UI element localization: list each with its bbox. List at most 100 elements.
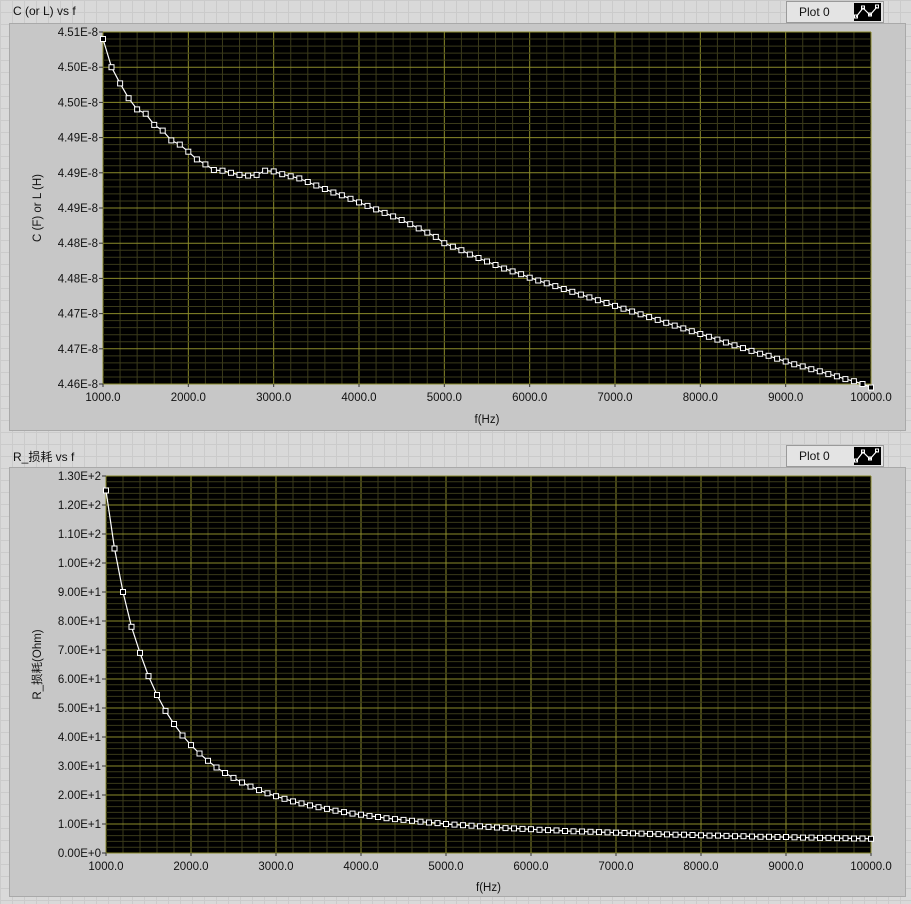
data-point	[273, 793, 279, 800]
data-point	[526, 274, 533, 281]
data-point	[458, 247, 465, 254]
data-point	[196, 750, 203, 757]
data-point	[375, 814, 381, 820]
plot-legend-icon[interactable]	[853, 447, 881, 465]
data-point	[492, 262, 499, 268]
y-tick-label: 4.50E-8	[58, 97, 98, 109]
y-tick-label: 4.48E-8	[58, 273, 98, 285]
data-point	[722, 339, 729, 346]
data-point	[142, 110, 149, 117]
data-point	[613, 829, 619, 836]
plot-area	[106, 476, 871, 853]
data-point	[449, 243, 456, 250]
data-point	[850, 378, 857, 385]
data-point	[834, 835, 840, 842]
data-point	[509, 268, 516, 275]
data-point	[332, 807, 339, 814]
data-point	[434, 820, 441, 827]
data-point	[441, 240, 448, 247]
data-point	[612, 302, 618, 309]
data-point	[202, 161, 209, 168]
data-point	[120, 589, 126, 595]
data-point	[108, 64, 115, 71]
data-point	[671, 322, 678, 329]
x-axis-label: f(Hz)	[476, 882, 501, 894]
data-point	[460, 822, 466, 829]
data-point	[596, 829, 602, 836]
data-point	[245, 172, 252, 179]
chart-title: C (or L) vs f	[13, 4, 76, 18]
y-tick-label: 1.00E+2	[58, 558, 101, 570]
data-point	[705, 333, 712, 340]
data-point	[466, 251, 473, 258]
data-point	[247, 783, 254, 790]
data-point	[681, 831, 687, 838]
x-tick-label: 8000.0	[683, 861, 718, 873]
data-point	[239, 779, 245, 786]
data-point	[774, 834, 781, 840]
x-tick-label: 9000.0	[768, 861, 803, 873]
y-tick-label: 1.10E+2	[58, 529, 101, 541]
data-point	[825, 371, 832, 378]
data-point	[552, 283, 559, 290]
x-tick-label: 6000.0	[513, 861, 548, 873]
y-tick-label: 4.46E-8	[58, 379, 98, 391]
data-point	[270, 168, 277, 175]
data-point	[475, 255, 482, 261]
data-point	[494, 824, 500, 831]
data-point	[859, 381, 866, 387]
y-tick-label: 7.00E+1	[58, 645, 101, 657]
data-point	[364, 202, 371, 209]
y-tick-label: 4.47E-8	[58, 309, 98, 321]
data-point	[553, 827, 560, 834]
data-point	[432, 233, 439, 240]
plot-legend[interactable]: Plot 0	[786, 1, 884, 23]
data-point	[689, 832, 696, 838]
data-point	[315, 804, 322, 811]
data-point	[349, 810, 356, 817]
data-point	[543, 280, 550, 287]
data-point	[409, 817, 415, 824]
data-point	[205, 757, 211, 764]
data-point	[366, 812, 373, 819]
data-point	[783, 834, 789, 840]
data-point	[637, 311, 644, 318]
data-point	[236, 171, 243, 178]
data-point	[137, 649, 143, 656]
data-point	[176, 141, 183, 148]
y-tick-label: 4.48E-8	[58, 238, 98, 250]
data-point	[228, 169, 234, 176]
data-point	[868, 384, 874, 391]
y-tick-label: 1.30E+2	[58, 471, 101, 483]
x-tick-label: 8000.0	[683, 392, 718, 404]
data-point	[638, 830, 645, 837]
data-point	[417, 818, 424, 825]
chart-1: 1000.0 2000.0 3000.0 4000.0 5000.0 6000.0 7000…	[30, 471, 892, 894]
chart-title: R_损耗 vs f	[13, 450, 75, 464]
data-point	[264, 790, 271, 797]
data-point	[134, 106, 141, 113]
data-point	[415, 225, 422, 232]
data-point	[451, 821, 458, 828]
x-tick-label: 5000.0	[428, 861, 463, 873]
data-point	[392, 816, 398, 823]
y-tick-label: 4.49E-8	[58, 168, 98, 180]
data-point	[757, 350, 764, 357]
plot-legend-icon[interactable]	[853, 3, 881, 21]
x-tick-label: 9000.0	[768, 392, 803, 404]
data-point	[330, 189, 337, 196]
data-point	[262, 167, 269, 174]
data-point	[647, 830, 653, 837]
data-point	[193, 156, 200, 163]
y-tick-label: 6.00E+1	[58, 674, 101, 686]
y-tick-label: 4.49E-8	[58, 203, 98, 215]
data-point	[732, 833, 738, 840]
data-point	[117, 80, 124, 87]
data-point	[697, 331, 704, 337]
y-tick-label: 1.00E+1	[58, 819, 101, 831]
y-tick-label: 4.49E-8	[58, 133, 98, 145]
data-point	[536, 826, 543, 833]
plot-legend[interactable]: Plot 0	[786, 445, 884, 467]
data-point	[162, 707, 169, 714]
y-tick-label: 4.47E-8	[58, 344, 98, 356]
